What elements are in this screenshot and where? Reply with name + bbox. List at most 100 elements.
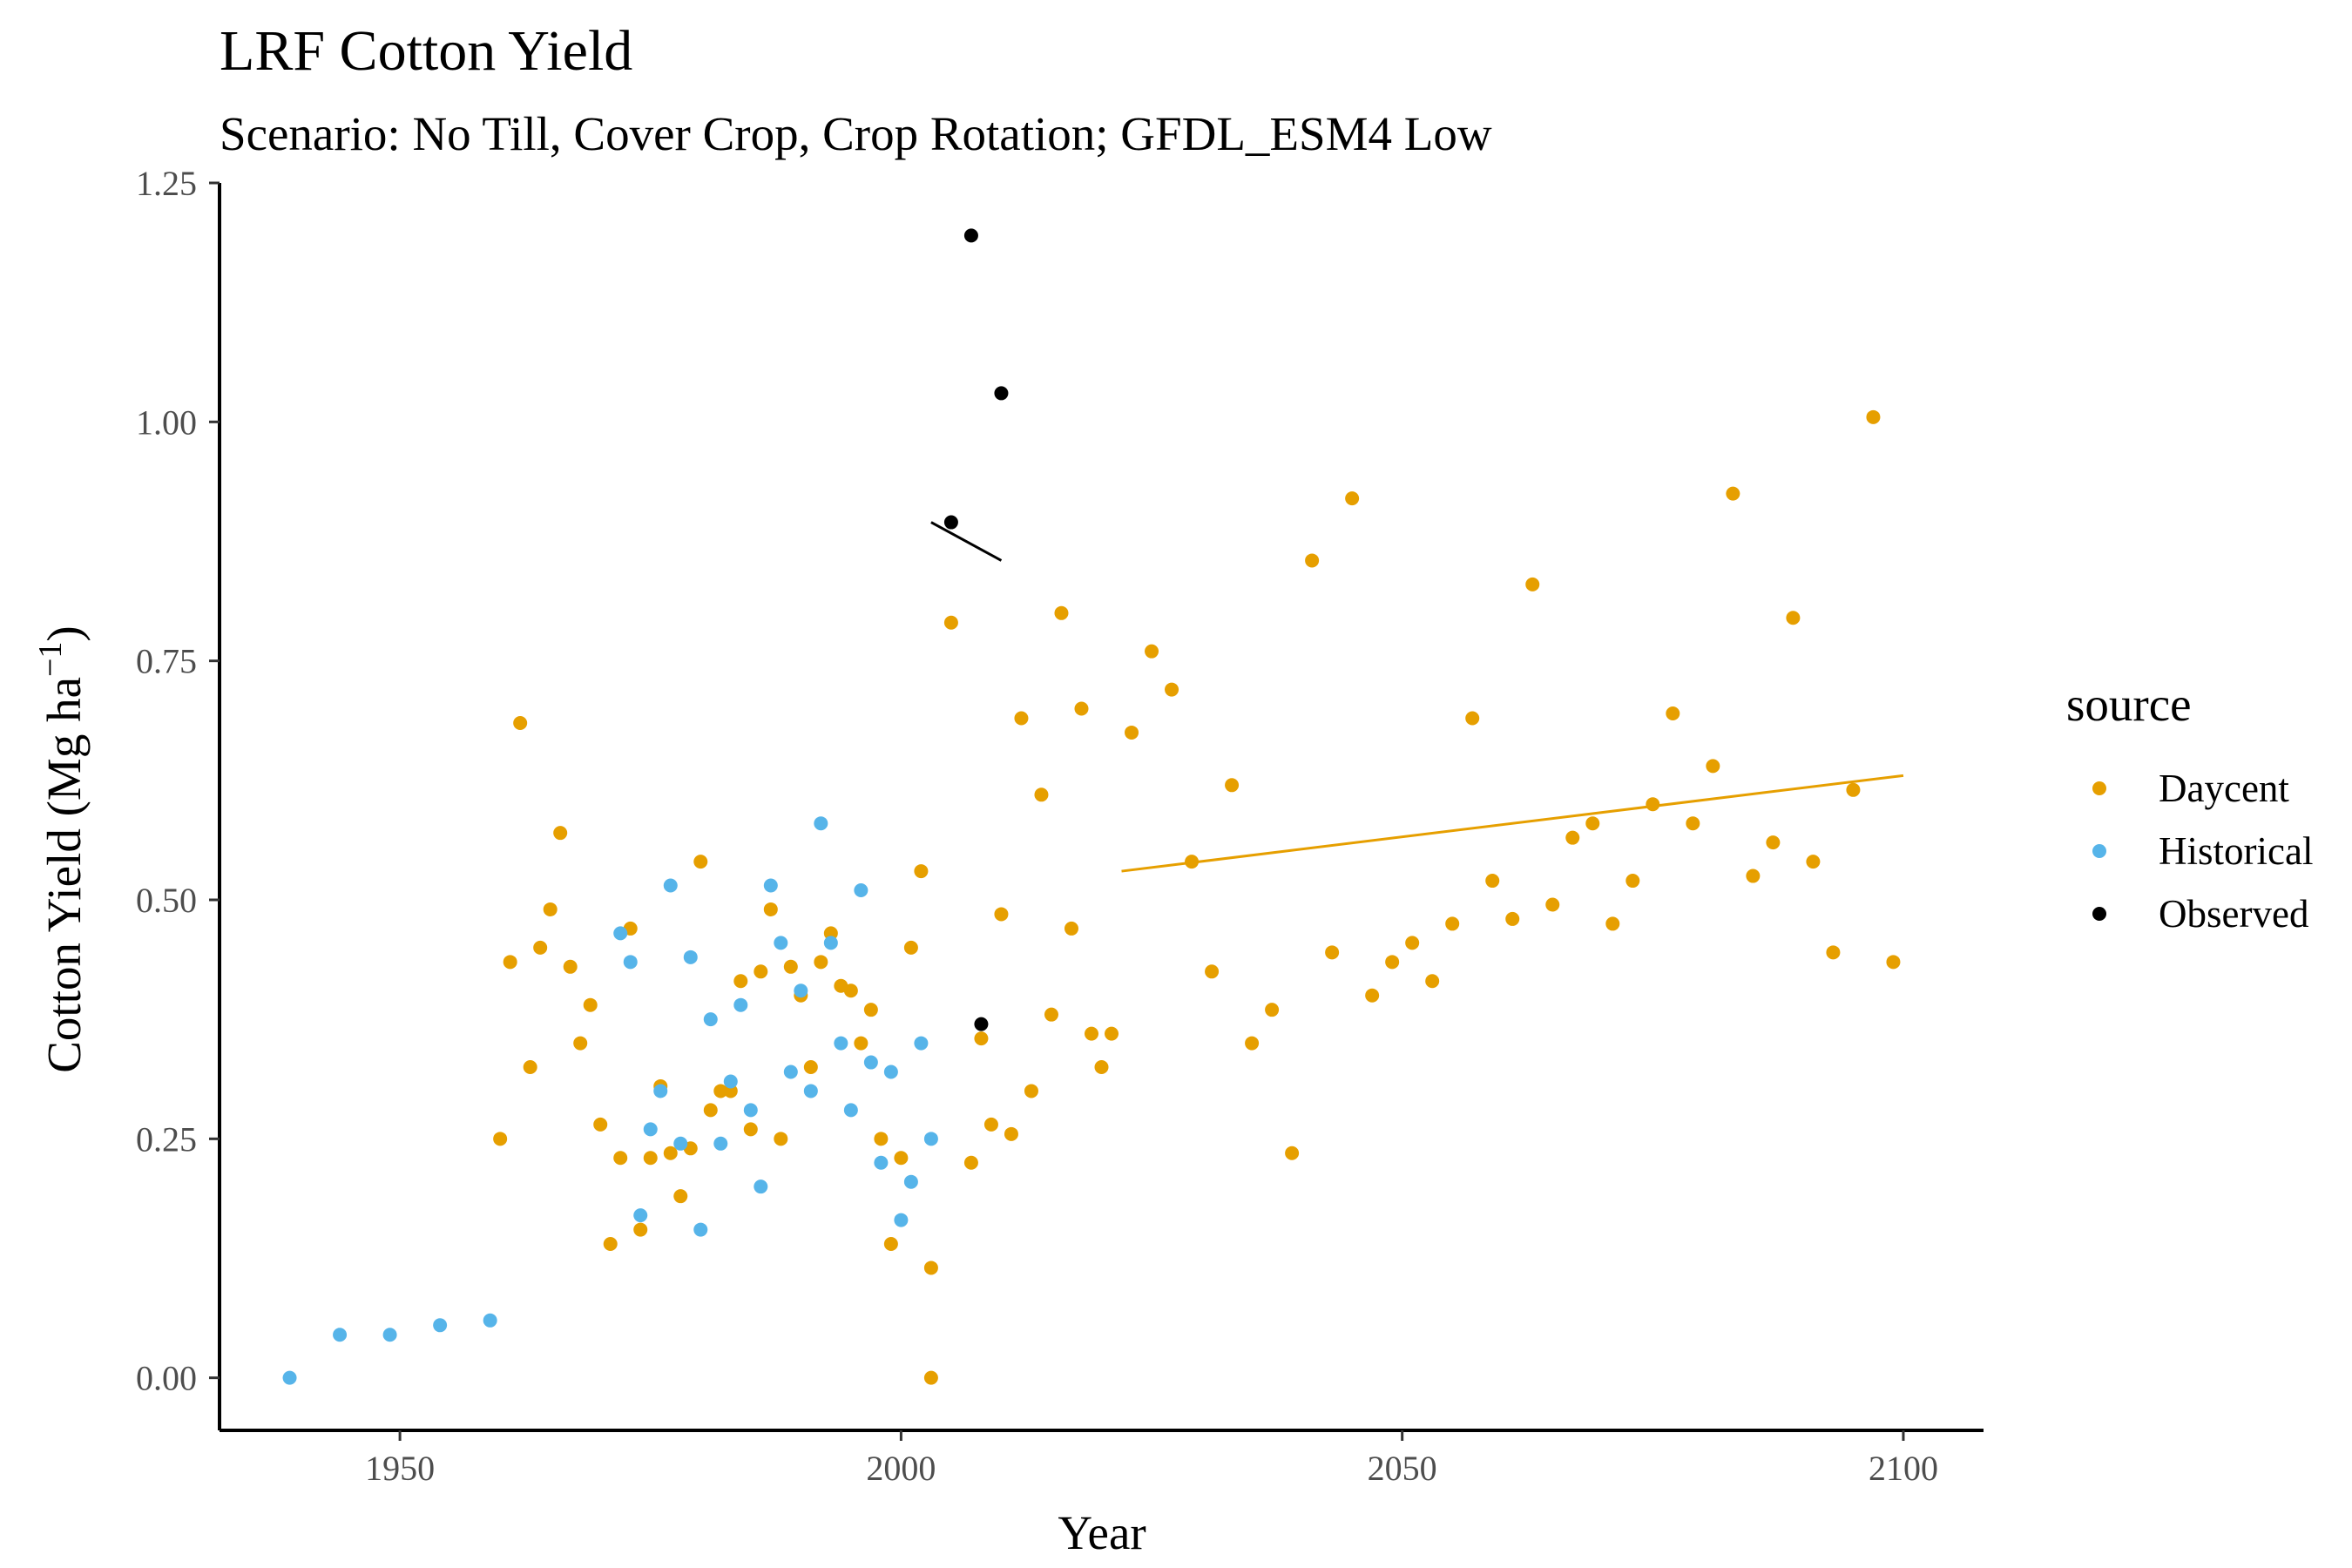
point-daycent [1084,1026,1098,1041]
legend-label-historical: Historical [2159,829,2313,873]
point-daycent [583,997,598,1012]
point-daycent [1365,988,1380,1003]
point-daycent [1064,921,1078,936]
legend-key-observed [2092,907,2106,921]
point-daycent [763,902,778,916]
plot-area: 1950 2000 2050 2100 0.00 0.25 0.50 0.75 1.00 1.25 [136,164,1984,1488]
point-daycent [1285,1146,1300,1160]
x-tick-label: 2000 [866,1449,936,1488]
point-daycent [1105,1026,1119,1041]
point-daycent [613,1151,628,1166]
point-daycent [1165,682,1179,697]
point-daycent [673,1189,688,1204]
point-daycent [923,1370,938,1385]
point-daycent [1726,486,1740,501]
point-observed [943,515,958,530]
point-daycent [523,1060,537,1075]
point-daycent [1525,577,1540,591]
point-daycent [1305,553,1320,568]
point-historical [633,1208,648,1223]
point-daycent [603,1237,618,1252]
point-daycent [1014,711,1029,726]
y-axis-title: Cotton Yield (Mg ha−1) [32,625,91,1073]
point-daycent [1054,605,1069,620]
point-daycent [823,926,838,941]
point-daycent [703,1103,718,1118]
point-historical [843,1103,858,1118]
point-historical [723,1074,738,1089]
point-historical [703,1012,718,1027]
point-historical [754,1179,768,1194]
point-historical [743,1103,758,1118]
point-daycent [1766,835,1781,850]
point-daycent [1245,1036,1260,1051]
point-daycent [1125,725,1139,740]
point-daycent [983,1117,998,1132]
point-historical [653,1084,668,1098]
point-daycent [1786,611,1801,625]
point-daycent [874,1132,889,1146]
point-daycent [1265,1003,1280,1017]
point-historical [333,1328,348,1342]
point-daycent [1866,409,1881,424]
point-observed [994,386,1009,401]
point-daycent [1706,759,1720,774]
point-historical [613,926,628,941]
point-daycent [513,715,528,730]
legend-label-daycent: Daycent [2159,767,2289,810]
point-daycent [1846,782,1861,797]
legend-key-historical [2092,844,2106,858]
point-daycent [894,1151,909,1166]
point-daycent [1585,816,1600,831]
point-historical [863,1055,878,1070]
point-historical [854,883,868,898]
point-historical [693,1222,708,1237]
point-daycent [963,1155,978,1170]
point-daycent [1205,964,1220,979]
point-daycent [1826,945,1841,960]
point-daycent [774,1132,788,1146]
point-daycent [1345,491,1360,506]
point-daycent [1445,916,1460,931]
point-historical [774,936,788,950]
y-tick-label: 0.25 [136,1119,197,1159]
point-daycent [863,1003,878,1017]
point-daycent [1425,974,1440,989]
point-historical [914,1036,929,1051]
legend-key-daycent [2092,781,2106,795]
point-historical [623,955,638,970]
point-daycent [713,1084,728,1098]
point-daycent [903,940,918,955]
point-daycent [543,902,558,916]
point-daycent [1565,830,1580,845]
x-axis-title: Year [1058,1506,1146,1559]
point-daycent [883,1237,898,1252]
point-daycent [503,955,517,970]
point-historical [794,983,808,998]
y-tick-label: 0.00 [136,1359,197,1398]
y-axis-title-superscript: −1 [32,642,69,677]
point-observed [963,228,978,243]
point-historical [903,1174,918,1189]
point-daycent [1024,1084,1038,1098]
point-daycent [533,940,548,955]
point-daycent [1465,711,1480,726]
point-historical [733,997,748,1012]
point-daycent [994,907,1009,922]
point-daycent [1646,797,1660,812]
point-historical [382,1328,397,1342]
y-tick-label: 1.25 [136,164,197,203]
point-daycent [1225,778,1240,793]
x-tick-label: 2100 [1869,1449,1938,1488]
point-daycent [1145,644,1159,659]
point-historical [483,1313,497,1328]
point-historical [713,1136,728,1151]
trend-line-observed [930,521,1003,562]
point-daycent [1686,816,1700,831]
point-daycent [1806,855,1821,869]
point-historical [814,816,828,831]
y-tick-label: 0.50 [136,881,197,920]
legend-label-observed: Observed [2159,892,2308,936]
point-daycent [1545,897,1560,912]
